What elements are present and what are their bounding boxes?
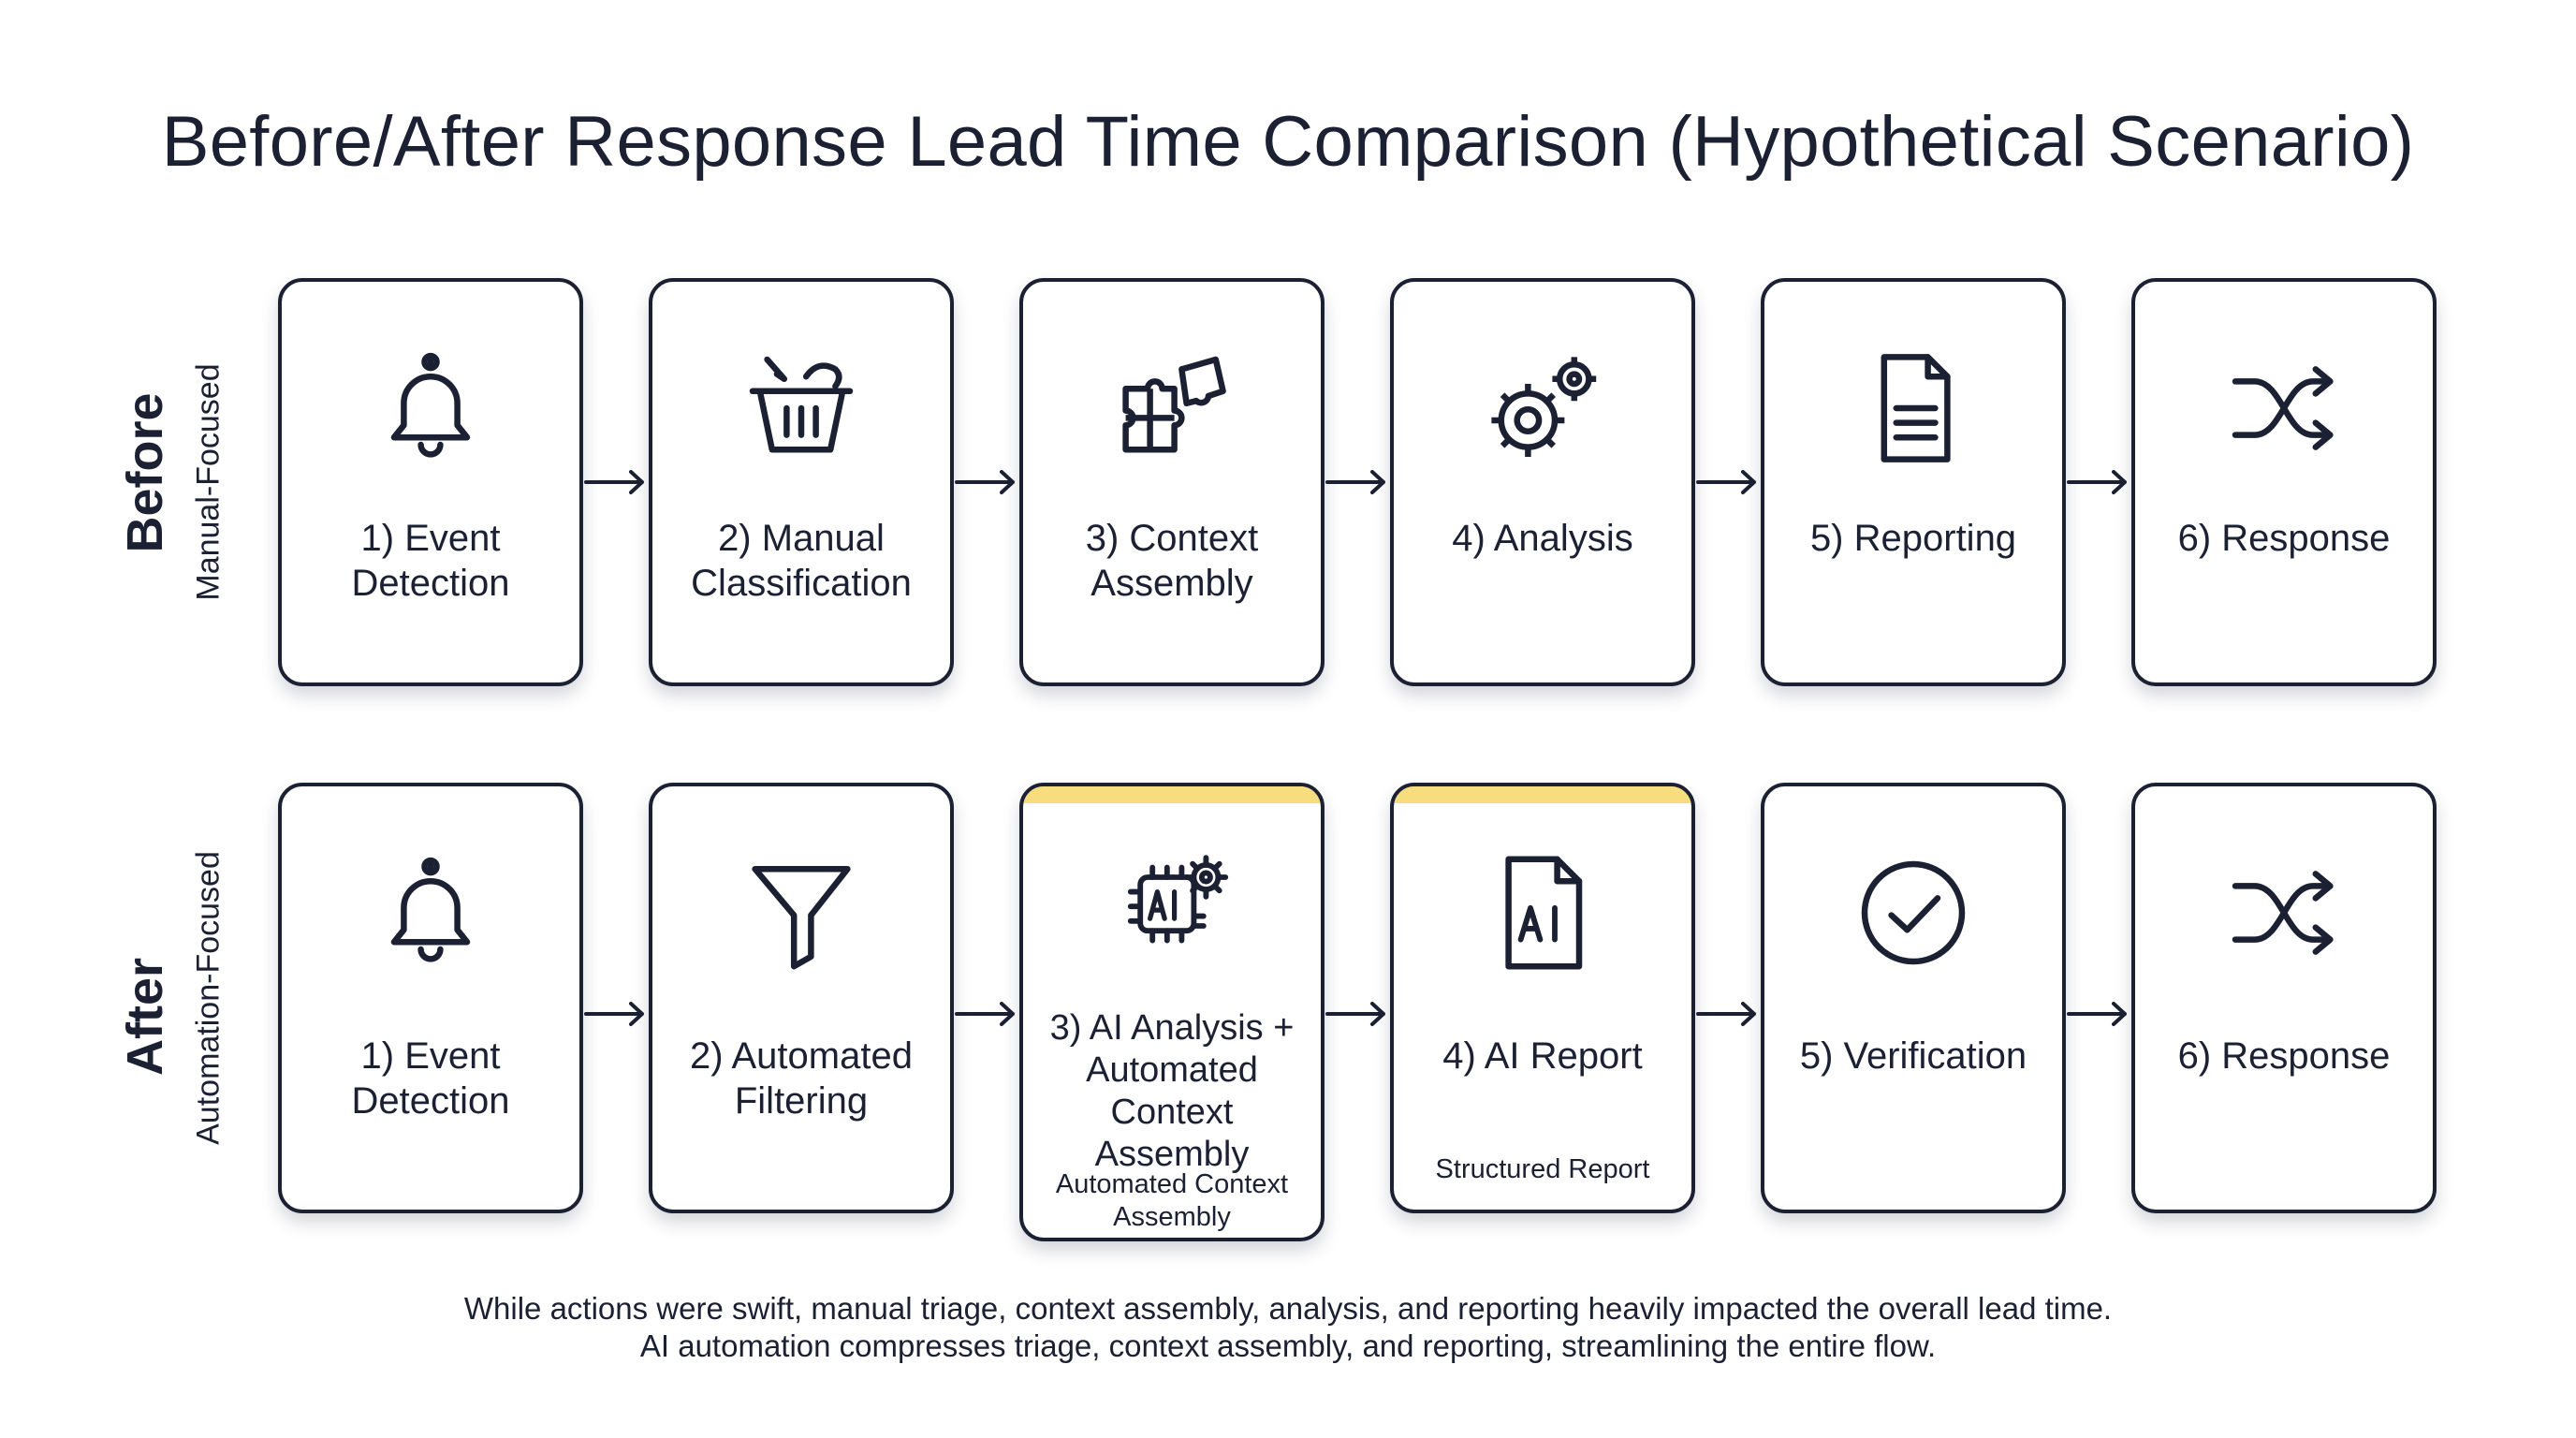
step-label: 2) Manual Classification [691, 518, 912, 604]
arrow-right-icon [1696, 1000, 1758, 1028]
after-step-ai-analysis: 3) AI Analysis + Automated Context Assem… [1019, 783, 1325, 1241]
step-label: 5) Reporting [1809, 518, 2017, 559]
step-label: 6) Response [2177, 1035, 2391, 1077]
arrow-right-icon [1696, 468, 1758, 496]
ai-chip-gear-icon [1111, 841, 1233, 962]
check-circle-icon [1852, 852, 1974, 974]
bell-icon [370, 347, 491, 469]
step-label: 4) Analysis [1452, 518, 1633, 559]
after-label: After [117, 957, 173, 1077]
step-label: 1) Event Detection [351, 1035, 510, 1122]
caption-line-1: While actions were swift, manual triage,… [463, 1291, 2113, 1326]
page-title: Before/After Response Lead Time Comparis… [161, 102, 2415, 182]
after-step-verification: 5) Verification [1761, 783, 2066, 1213]
filter-icon [740, 852, 862, 974]
before-row: Before Manual-Focused 1) Event Detection… [0, 278, 2576, 686]
arrow-right-icon [584, 1000, 646, 1028]
after-step-ai-report: 4) AI Report Structured Report [1390, 783, 1695, 1213]
document-icon [1852, 347, 1974, 469]
step-label: 6) Response [2177, 518, 2391, 559]
before-step-context-assembly: 3) Context Assembly [1019, 278, 1325, 686]
after-step-event-detection: 1) Event Detection [278, 783, 583, 1213]
arrow-right-icon [2067, 1000, 2129, 1028]
step-sublabel: Structured Report [1435, 1154, 1650, 1184]
before-step-reporting: 5) Reporting [1761, 278, 2066, 686]
bell-icon [370, 852, 491, 974]
step-label: 5) Verification [1799, 1035, 2027, 1077]
arrow-right-icon [1325, 1000, 1387, 1028]
step-label: 3) AI Analysis + Automated Context Assem… [1049, 1008, 1295, 1174]
gears-icon [1482, 347, 1603, 469]
before-step-analysis: 4) Analysis [1390, 278, 1695, 686]
step-sublabel: Automated Context Assembly [1055, 1169, 1289, 1232]
after-step-response: 6) Response [2131, 783, 2437, 1213]
basket-icon [740, 347, 862, 469]
arrow-right-icon [584, 468, 646, 496]
arrow-right-icon [955, 1000, 1017, 1028]
step-label: 1) Event Detection [351, 518, 510, 604]
before-step-manual-classification: 2) Manual Classification [649, 278, 954, 686]
step-label: 4) AI Report [1442, 1035, 1643, 1077]
arrow-right-icon [2067, 468, 2129, 496]
before-step-event-detection: 1) Event Detection [278, 278, 583, 686]
before-sublabel: Manual-Focused [190, 363, 227, 601]
before-label: Before [117, 392, 173, 553]
step-label: 2) Automated Filtering [690, 1035, 913, 1122]
after-step-automated-filtering: 2) Automated Filtering [649, 783, 954, 1213]
after-sublabel: Automation-Focused [190, 851, 227, 1145]
caption-line-2: AI automation compresses triage, context… [639, 1328, 1937, 1363]
arrow-right-icon [955, 468, 1017, 496]
after-row: After Automation-Focused 1) Event Detect… [0, 783, 2576, 1241]
before-row-label: Before Manual-Focused [112, 278, 234, 686]
arrow-right-icon [1325, 468, 1387, 496]
ai-document-icon [1482, 852, 1603, 974]
shuffle-icon [2223, 347, 2345, 469]
puzzle-icon [1111, 347, 1233, 469]
after-row-label: After Automation-Focused [112, 783, 234, 1213]
before-step-response: 6) Response [2131, 278, 2437, 686]
shuffle-icon [2223, 852, 2345, 974]
step-label: 3) Context Assembly [1085, 518, 1259, 604]
